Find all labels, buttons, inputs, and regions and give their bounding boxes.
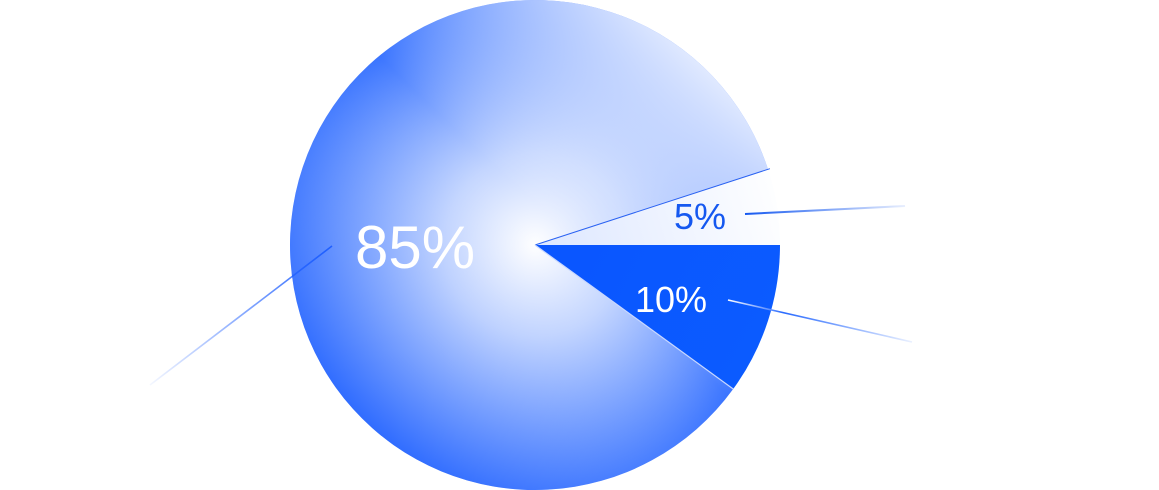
leader-line-5 xyxy=(744,205,906,215)
slice-label-10: 10% xyxy=(635,279,707,320)
pie-slice-10 xyxy=(535,245,780,390)
slice-divider-5-85 xyxy=(534,168,771,246)
pie-slice-5 xyxy=(535,169,780,245)
slice-divider-85-10 xyxy=(534,244,734,390)
pie-slice-85-shade xyxy=(290,0,769,490)
slice-label-85: 85% xyxy=(355,214,475,281)
slice-label-5: 5% xyxy=(674,196,726,237)
leader-line-85 xyxy=(149,245,333,386)
leader-line-10 xyxy=(727,299,913,343)
